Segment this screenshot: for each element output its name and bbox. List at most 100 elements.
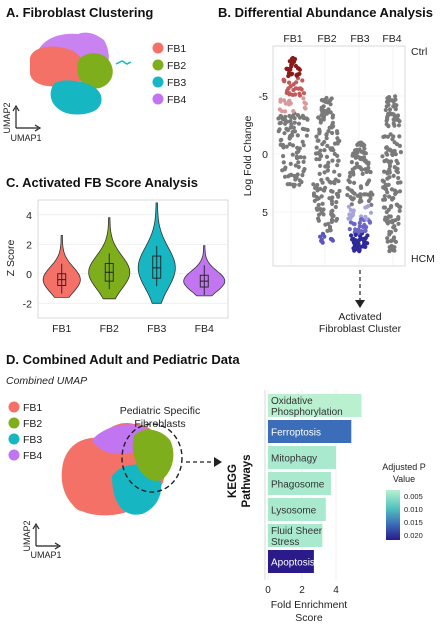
beeswarm-dot [278, 120, 283, 125]
beeswarm-dot [368, 193, 373, 198]
beeswarm-dot [330, 201, 335, 206]
beeswarm-dot [385, 134, 390, 139]
beeswarm-dot [385, 170, 390, 175]
beeswarm-dot [361, 142, 366, 147]
beeswarm-dot [292, 120, 297, 125]
beeswarm-dot [298, 155, 303, 160]
beeswarm-dot [353, 151, 358, 157]
beeswarm-dot [334, 218, 339, 223]
beeswarm-dot [290, 55, 295, 61]
beeswarm-dot [289, 62, 294, 67]
beeswarm-dot [329, 147, 334, 152]
beeswarm-dot [385, 176, 390, 181]
beeswarm-dot [335, 136, 340, 141]
beeswarm-dot [364, 204, 369, 209]
b-cluster-fb1: FB1 [283, 33, 302, 45]
beeswarm-dot [347, 180, 352, 185]
beeswarm-dot [319, 210, 325, 215]
colorbar-tick-3: 0.015 [404, 518, 423, 527]
beeswarm-dot [283, 109, 288, 114]
beeswarm-dot [315, 196, 320, 201]
beeswarm-dot [359, 229, 364, 234]
beeswarm-dot [287, 80, 292, 85]
b-ytick-neg5: -5 [259, 91, 268, 103]
beeswarm-dot [297, 91, 302, 96]
panel-c: C. Activated FB Score Analysis 4 2 0 -2 FB1… [5, 175, 229, 335]
beeswarm-dot [346, 216, 351, 221]
umap-d-blob [61, 422, 174, 516]
beeswarm-dot [320, 180, 325, 185]
beeswarm-dot [358, 155, 363, 160]
beeswarm-dot [287, 142, 292, 147]
beeswarm-dot [349, 160, 354, 165]
beeswarm-dot [358, 194, 363, 200]
beeswarm-dot [292, 182, 297, 187]
beeswarm-dot [294, 80, 299, 85]
beeswarm-dot [384, 122, 389, 127]
umap-a-xlabel: UMAP1 [10, 133, 41, 143]
beeswarm-dot [333, 204, 338, 210]
beeswarm-dot [314, 145, 319, 150]
beeswarm-dot [364, 169, 369, 175]
beeswarm-dot [281, 145, 286, 150]
beeswarm-dot [382, 197, 388, 202]
beeswarm-dot [388, 132, 393, 137]
c-ytick: 2 [26, 239, 32, 251]
beeswarm-dot [288, 119, 293, 124]
beeswarm-dot [330, 208, 335, 213]
beeswarm-dot [352, 180, 357, 185]
beeswarm-dot [323, 99, 328, 104]
beeswarm-dot [393, 97, 398, 102]
beeswarm-dot [292, 116, 297, 121]
beeswarm-dot [301, 159, 306, 164]
beeswarm-dot [301, 115, 306, 120]
beeswarm-dot [283, 165, 288, 170]
beeswarm-dot [353, 227, 358, 232]
panel-b: B. Differential Abundance Analysis FB1 F… [218, 5, 435, 335]
b-ctrl-label: Ctrl [411, 46, 427, 58]
beeswarm-dot [330, 238, 335, 243]
beeswarm-dot [316, 202, 321, 208]
beeswarm-dot [366, 198, 371, 204]
beeswarm-dot [380, 178, 385, 183]
beeswarm-dot [297, 178, 302, 183]
colorbar-tick-1: 0.005 [404, 492, 423, 501]
beeswarm-dot [305, 127, 310, 133]
beeswarm-dot [356, 142, 361, 147]
beeswarm-dot [314, 134, 319, 139]
beeswarm-dot [393, 94, 398, 99]
beeswarm-dot [300, 173, 305, 178]
beeswarm-dot [390, 152, 395, 157]
umap-d-xlabel: UMAP1 [30, 550, 61, 560]
beeswarm-dot [287, 182, 293, 187]
umap-a-axes: UMAP1 UMAP2 [2, 102, 42, 143]
c-ytick: 4 [26, 210, 32, 222]
panel-b-title: B. Differential Abundance Analysis [218, 5, 433, 20]
beeswarm-dot [305, 117, 310, 122]
beeswarm-dot [387, 194, 392, 199]
b-ytick-5: 5 [262, 207, 268, 219]
beeswarm-dot [390, 137, 395, 142]
beeswarm-dot [392, 102, 397, 107]
b-annotation-line1: Activated [338, 311, 381, 323]
beeswarm-dot [393, 228, 398, 233]
beeswarm-dot [324, 95, 329, 101]
kegg-xlabel-line2: Score [295, 612, 323, 624]
beeswarm-dot [393, 191, 398, 197]
beeswarm-dot [357, 147, 362, 152]
beeswarm-dot [317, 131, 322, 136]
beeswarm-dot [349, 233, 354, 238]
beeswarm-dot [322, 170, 327, 175]
kegg-bar [268, 472, 331, 495]
umap-d-legend: FB1 FB2 FB3 FB4 [8, 401, 42, 462]
beeswarm-dot [326, 160, 331, 165]
beeswarm-dot [351, 236, 356, 241]
beeswarm-dot [395, 180, 401, 185]
beeswarm-dot [383, 107, 388, 113]
beeswarm-dot [397, 143, 402, 148]
beeswarm-dot [385, 239, 390, 244]
beeswarm-dot [329, 96, 334, 101]
beeswarm-dot [390, 220, 395, 225]
beeswarm-dot [318, 120, 323, 125]
